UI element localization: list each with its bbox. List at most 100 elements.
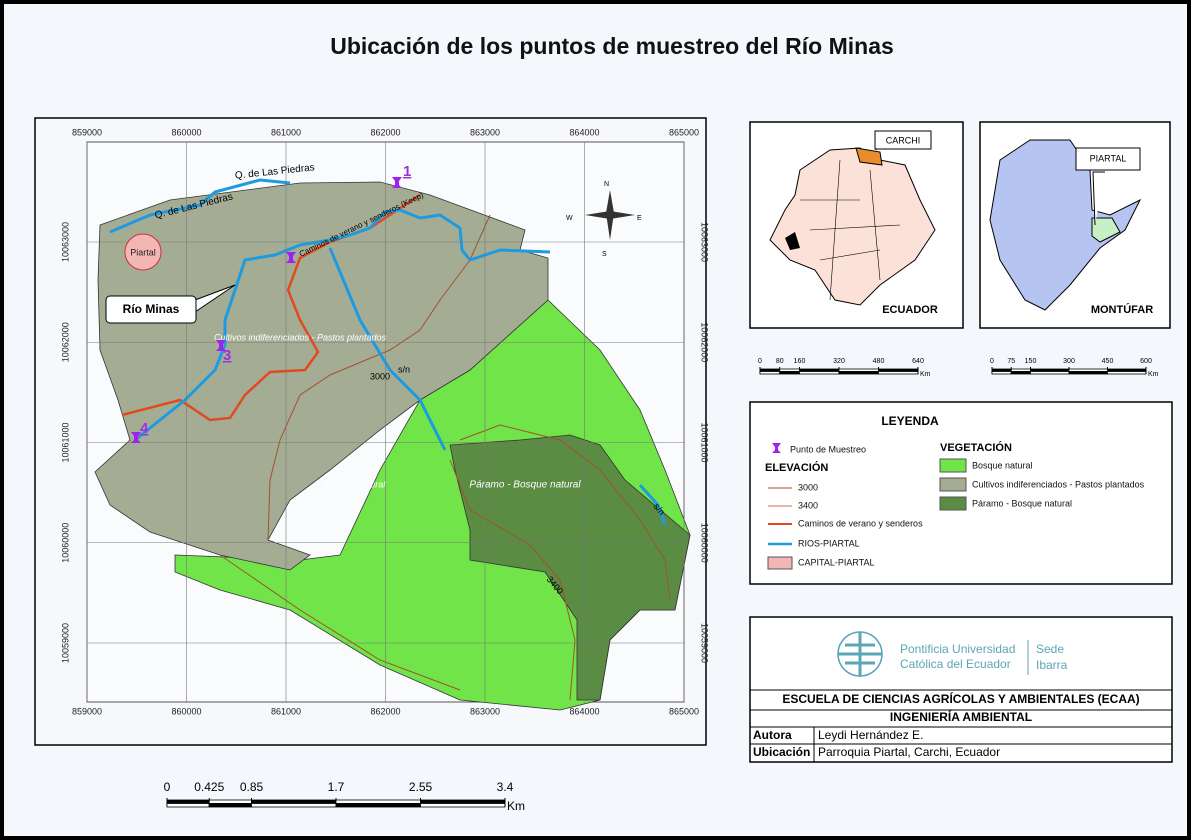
info-value: Parroquia Piartal, Carchi, Ecuador — [818, 745, 1000, 759]
scale-unit: Km — [920, 371, 931, 378]
scale-segment — [800, 372, 840, 375]
map-title: Ubicación de los puntos de muestreo del … — [330, 33, 894, 59]
scale-segment — [1031, 372, 1070, 375]
scale-label: 0 — [990, 358, 994, 365]
x-coordinate-label: 862000 — [370, 127, 400, 137]
legend-symbol — [940, 497, 966, 510]
x-coordinate-label: 862000 — [370, 706, 400, 716]
y-coordinate-label: 10061000 — [60, 422, 70, 462]
y-coordinate-label: 10060000 — [60, 523, 70, 563]
legend-label: Caminos de verano y senderos — [798, 518, 923, 528]
inset-label: ECUADOR — [882, 304, 938, 316]
legend-heading: VEGETACIÓN — [940, 441, 1012, 454]
legend-label: Páramo - Bosque natural — [972, 498, 1072, 508]
legend-label: 3400 — [798, 500, 818, 510]
x-coordinate-label: 861000 — [271, 127, 301, 137]
compass-label: E — [637, 215, 642, 222]
scale-unit: Km — [507, 799, 525, 813]
scale-label: 640 — [912, 358, 924, 365]
scale-segment — [1011, 372, 1030, 375]
scale-segment — [879, 372, 919, 375]
scale-segment — [992, 372, 1011, 375]
scale-label: 300 — [1063, 358, 1075, 365]
legend-symbol — [940, 459, 966, 472]
scale-label: 1.7 — [328, 780, 345, 794]
scale-segment — [252, 800, 337, 804]
legend-symbol — [940, 478, 966, 491]
legend-label: 3000 — [798, 482, 818, 492]
university-logo — [838, 632, 882, 676]
legend-label: Punto de Muestreo — [790, 444, 866, 454]
campus-name: Sede — [1036, 642, 1064, 656]
program-name: INGENIERÍA AMBIENTAL — [890, 709, 1032, 724]
point-label: 4 — [140, 420, 149, 437]
y-coordinate-label: 10059000 — [700, 623, 710, 663]
scale-segment — [167, 804, 209, 808]
university-name: Pontificia Universidad — [900, 642, 1015, 656]
inset-callout: PIARTAL — [1090, 153, 1127, 163]
scale-label: 0.85 — [240, 780, 264, 794]
paramo-label: Páramo - Bosque natural — [469, 480, 581, 491]
legend-label: CAPITAL-PIARTAL — [798, 557, 875, 567]
x-coordinate-label: 860000 — [171, 706, 201, 716]
x-coordinate-label: 863000 — [470, 127, 500, 137]
town-label: Piartal — [130, 247, 156, 257]
river-callout: Río Minas — [123, 302, 180, 316]
info-key: Autora — [753, 728, 792, 742]
compass-label: N — [604, 181, 609, 188]
campus-name: Ibarra — [1036, 658, 1068, 672]
scale-segment — [760, 372, 780, 375]
x-coordinate-label: 864000 — [569, 127, 599, 137]
school-name: ESCUELA DE CIENCIAS AGRÍCOLAS Y AMBIENTA… — [782, 691, 1139, 706]
scale-label: 150 — [1025, 358, 1037, 365]
point-label: 3 — [223, 347, 231, 364]
y-coordinate-label: 10062000 — [60, 322, 70, 362]
scale-label: 2.55 — [409, 780, 433, 794]
scale-label: 0.425 — [194, 780, 224, 794]
x-coordinate-label: 859000 — [72, 127, 102, 137]
y-coordinate-label: 10063000 — [700, 222, 710, 262]
scale-segment — [1108, 372, 1147, 375]
compass-label: S — [602, 251, 607, 258]
point-label: 1 — [403, 163, 411, 180]
scale-segment — [209, 804, 251, 808]
scale-label: 480 — [873, 358, 885, 365]
university-name: Católica del Ecuador — [900, 657, 1011, 671]
scale-segment — [1069, 372, 1108, 375]
inset-callout: CARCHI — [886, 135, 921, 145]
scale-segment — [421, 800, 506, 804]
y-coordinate-label: 10062000 — [700, 322, 710, 362]
scale-label: 320 — [833, 358, 845, 365]
y-coordinate-label: 10059000 — [60, 623, 70, 663]
forest-label: Bosque natural — [325, 479, 387, 489]
legend-heading: ELEVACIÓN — [765, 461, 828, 474]
scale-segment — [336, 800, 421, 804]
scale-label: 160 — [794, 358, 806, 365]
y-coordinate-label: 10063000 — [60, 222, 70, 262]
contour-label: s/n — [398, 364, 410, 374]
legend-label: Cultivos indiferenciados - Pastos planta… — [972, 479, 1145, 489]
crops-label: Cultivos indiferenciados - Pastos planta… — [214, 332, 387, 342]
inset-label: MONTÚFAR — [1091, 303, 1153, 316]
y-coordinate-label: 10060000 — [700, 523, 710, 563]
x-coordinate-label: 859000 — [72, 706, 102, 716]
scale-segment — [780, 372, 800, 375]
x-coordinate-label: 865000 — [669, 706, 699, 716]
x-coordinate-label: 861000 — [271, 706, 301, 716]
compass-label: W — [566, 215, 573, 222]
legend-label: RIOS-PIARTAL — [798, 538, 860, 548]
map-layout: Ubicación de los puntos de muestreo del … — [0, 0, 1191, 840]
scale-label: 80 — [776, 358, 784, 365]
info-key: Ubicación — [753, 745, 810, 759]
legend-symbol — [768, 557, 792, 569]
scale-segment — [839, 372, 879, 375]
scale-segment — [336, 804, 421, 808]
scale-label: 600 — [1140, 358, 1152, 365]
x-coordinate-label: 860000 — [171, 127, 201, 137]
scale-label: 3.4 — [497, 780, 514, 794]
scale-label: 75 — [1007, 358, 1015, 365]
x-coordinate-label: 864000 — [569, 706, 599, 716]
scale-segment — [421, 804, 506, 808]
contour-label: 3000 — [370, 371, 390, 381]
scale-unit: Km — [1148, 371, 1159, 378]
